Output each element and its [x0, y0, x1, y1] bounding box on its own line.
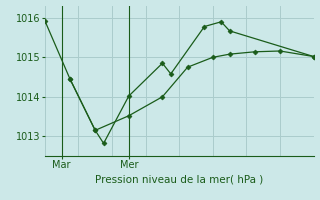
X-axis label: Pression niveau de la mer( hPa ): Pression niveau de la mer( hPa ): [95, 174, 263, 184]
